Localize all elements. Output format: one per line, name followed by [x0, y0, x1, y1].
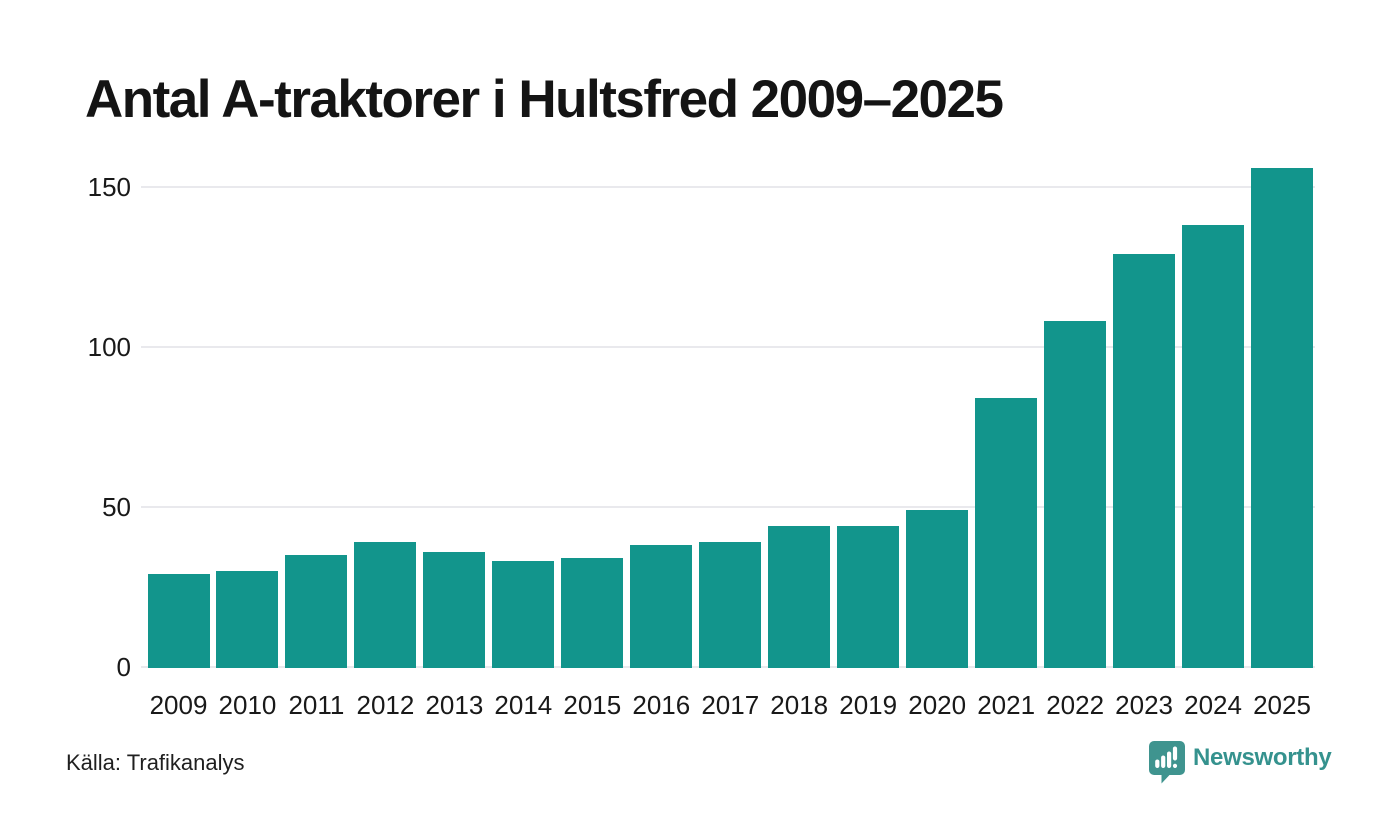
bar-2011 — [285, 555, 348, 668]
bar-2013 — [423, 551, 486, 668]
newsworthy-wordmark: Newsworthy — [1193, 744, 1332, 771]
gridline-y-100 — [141, 346, 1315, 348]
x-axis-tick-2021: 2021 — [977, 690, 1036, 720]
bar-2014 — [492, 561, 555, 668]
x-axis-tick-2022: 2022 — [1046, 690, 1105, 720]
newsworthy-speech-bubble-bar-chart-icon — [1149, 741, 1185, 784]
x-axis-tick-2018: 2018 — [770, 690, 829, 720]
bar-2010 — [216, 571, 279, 668]
gridline-y-50 — [141, 506, 1315, 508]
y-axis-tick-150: 150 — [87, 172, 131, 202]
x-axis-tick-2012: 2012 — [356, 690, 415, 720]
bar-2020 — [906, 510, 969, 668]
x-axis-tick-2014: 2014 — [494, 690, 553, 720]
x-axis-tick-2011: 2011 — [288, 690, 345, 720]
y-axis-tick-0: 0 — [116, 652, 131, 682]
bar-2015 — [561, 558, 624, 668]
bar-2009 — [147, 574, 210, 668]
bar-2023 — [1113, 254, 1176, 668]
newsworthy-logo: Newsworthy — [1149, 741, 1332, 784]
x-axis-tick-2016: 2016 — [632, 690, 691, 720]
x-axis-tick-2025: 2025 — [1253, 690, 1311, 720]
x-axis-tick-2013: 2013 — [425, 690, 484, 720]
bar-2018 — [768, 526, 831, 668]
x-axis-tick-2010: 2010 — [218, 690, 277, 720]
bar-2017 — [699, 542, 762, 668]
y-axis-tick-100: 100 — [87, 332, 131, 362]
bar-2024 — [1182, 225, 1245, 668]
bar-2019 — [837, 526, 900, 668]
bar-2021 — [975, 398, 1038, 668]
chart-title: Antal A-traktorer i Hultsfred 2009–2025 — [85, 70, 1004, 129]
x-axis-tick-2024: 2024 — [1184, 690, 1242, 720]
bar-2025 — [1251, 167, 1314, 668]
bar-2016 — [630, 545, 693, 668]
bar-2022 — [1044, 321, 1107, 668]
x-axis-tick-2019: 2019 — [839, 690, 898, 720]
x-axis-tick-2009: 2009 — [149, 690, 208, 720]
bar-2012 — [354, 542, 417, 668]
x-axis-tick-2023: 2023 — [1115, 690, 1173, 720]
x-axis-tick-2020: 2020 — [908, 690, 967, 720]
x-axis-tick-2015: 2015 — [563, 690, 622, 720]
gridline-y-150 — [141, 186, 1315, 188]
x-axis-tick-2017: 2017 — [701, 690, 760, 720]
source-note: Källa: Trafikanalys — [66, 750, 245, 775]
y-axis-tick-50: 50 — [102, 492, 131, 522]
